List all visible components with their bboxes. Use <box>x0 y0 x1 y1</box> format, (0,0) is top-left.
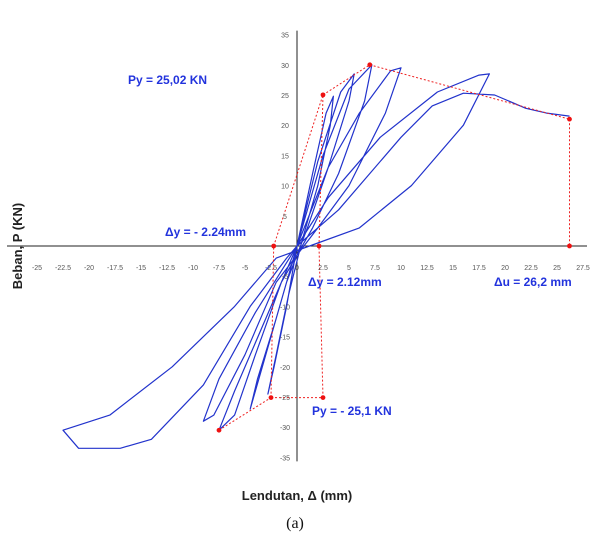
backbone-point-2 <box>320 395 326 401</box>
y-tick-label-11: 25 <box>281 93 289 100</box>
annotation-dy-negative: Δy = - 2.24mm <box>165 225 246 239</box>
backbone-point-6 <box>367 62 373 68</box>
backbone-point-8 <box>567 243 572 249</box>
x-tick-label-5: -12.5 <box>159 265 175 272</box>
backbone-point-5 <box>320 92 326 98</box>
x-tick-label-21: 27.5 <box>576 265 590 272</box>
y-tick-label-12: 30 <box>281 63 289 70</box>
x-tick-label-16: 15 <box>449 265 457 272</box>
x-tick-label-17: 17.5 <box>472 265 486 272</box>
y-tick-label-5: -10 <box>280 304 290 311</box>
backbone-segment-3 <box>270 245 275 398</box>
backbone-segment-5 <box>322 64 371 96</box>
backbone-point-1 <box>268 395 274 401</box>
figure-caption: (a) <box>286 515 304 532</box>
y-tick-label-4: -15 <box>280 335 290 342</box>
x-tick-label-7: -7.5 <box>213 265 225 272</box>
x-tick-label-3: -17.5 <box>107 265 123 272</box>
x-tick-label-11: 2.5 <box>318 265 328 272</box>
y-tick-label-10: 20 <box>281 123 289 130</box>
x-tick-label-12: 5 <box>347 265 351 272</box>
y-tick-label-0: -35 <box>280 455 290 462</box>
backbone-point-7 <box>567 116 572 122</box>
y-axis-title: Beban, P (KN) <box>10 203 25 289</box>
hysteresis-series-0 <box>62 64 570 449</box>
x-tick-label-15: 12.5 <box>420 265 434 272</box>
x-tick-label-10: 0 <box>295 265 299 272</box>
backbone-segment-4 <box>273 94 324 247</box>
x-tick-label-0: -25 <box>32 265 42 272</box>
annotation-py-positive: Py = 25,02 KN <box>128 73 207 87</box>
backbone-segment-2 <box>318 245 324 398</box>
tick-labels: -25 -22.5 -20 -17.5 -15 -12.5 -10 -7.5 -5 -2.5 0 2.… <box>32 33 590 463</box>
y-tick-label-1: -30 <box>280 425 290 432</box>
annotation-py-negative: Py = - 25,1 KN <box>312 404 392 418</box>
x-tick-label-9: -2.5 <box>265 265 277 272</box>
backbone-point-4 <box>316 243 322 249</box>
annotation-du: Δu = 26,2 mm <box>494 275 572 289</box>
backbone-segment-8 <box>318 94 324 247</box>
backbone-curve <box>216 62 572 433</box>
x-tick-label-14: 10 <box>397 265 405 272</box>
y-tick-label-8: 10 <box>281 184 289 191</box>
x-tick-label-6: -10 <box>188 265 198 272</box>
y-tick-label-3: -20 <box>280 365 290 372</box>
x-tick-label-2: -20 <box>84 265 94 272</box>
backbone-point-3 <box>271 243 277 249</box>
x-tick-label-18: 20 <box>501 265 509 272</box>
x-tick-label-4: -15 <box>136 265 146 272</box>
x-tick-label-19: 22.5 <box>524 265 538 272</box>
x-tick-label-1: -22.5 <box>55 265 71 272</box>
y-tick-label-13: 35 <box>281 33 289 40</box>
backbone-segment-0 <box>218 397 272 431</box>
y-tick-label-2: -25 <box>280 395 290 402</box>
annotation-dy-positive: Δy = 2.12mm <box>308 275 382 289</box>
backbone-segment-6 <box>369 64 570 120</box>
hysteresis-loops <box>62 64 570 449</box>
y-tick-label-7: 5 <box>283 214 287 221</box>
x-tick-label-20: 25 <box>553 265 561 272</box>
x-tick-label-13: 7.5 <box>370 265 380 272</box>
x-axis-title: Lendutan, Δ (mm) <box>242 488 352 503</box>
x-tick-label-8: -5 <box>242 265 248 272</box>
y-tick-label-9: 15 <box>281 153 289 160</box>
y-tick-label-6: -5 <box>282 274 288 281</box>
backbone-point-0 <box>216 427 222 433</box>
